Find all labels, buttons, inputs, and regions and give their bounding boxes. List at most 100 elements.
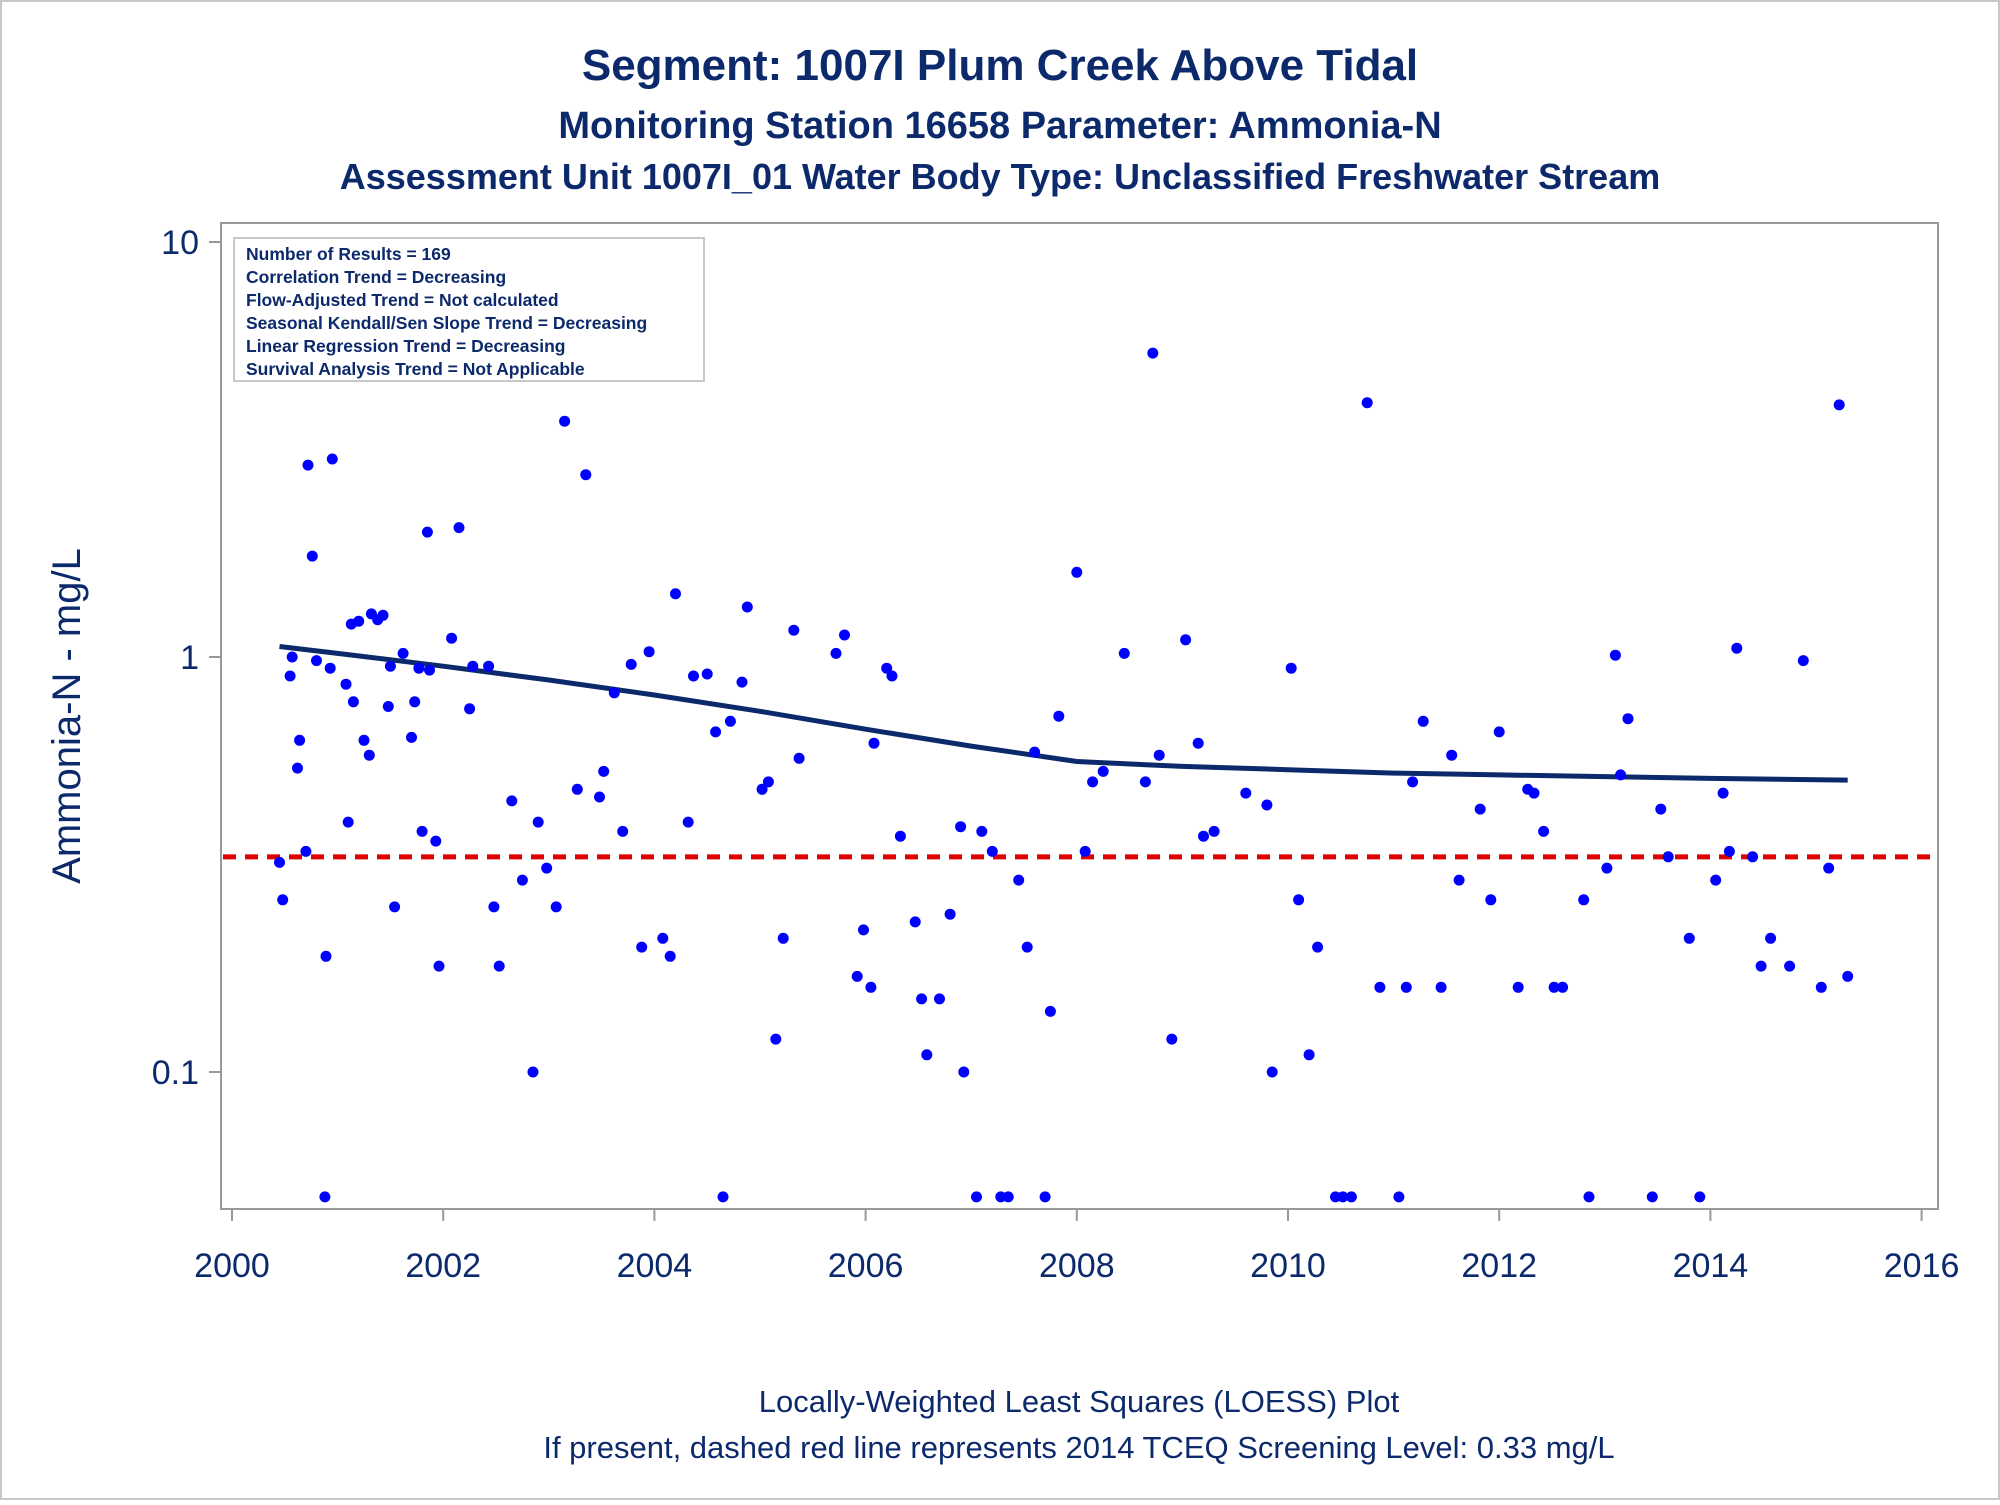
data-point [1079,845,1091,857]
data-point [858,924,869,936]
x-tick-label: 2004 [617,1247,693,1285]
data-point [1609,649,1621,661]
data-point [1208,825,1220,837]
data-point [1694,1191,1706,1203]
x-tick-label: 2000 [194,1247,270,1285]
data-point [886,670,898,682]
x-tick-label: 2006 [828,1247,904,1285]
data-point [1293,894,1305,906]
data-point [1021,941,1033,953]
data-point [1029,746,1041,758]
data-point [756,783,768,795]
x-axis: 2000 2002 2004 2006 2008 2010 2012 2014 2016 [194,1209,1959,1285]
data-point [300,845,312,857]
data-point [580,469,592,481]
data-point [483,660,495,672]
data-point [1393,1191,1405,1203]
data-point [1071,566,1083,578]
data-point [320,950,332,962]
chart-subtitle-2: Assessment Unit 1007I_01 Water Body Type… [340,156,1661,197]
data-point [1747,851,1759,863]
data-point [1528,787,1540,799]
data-point [934,993,945,1005]
data-point [1512,981,1524,993]
data-point [636,941,648,953]
data-point [688,670,699,682]
data-point [1312,941,1324,953]
data-point [1815,981,1827,993]
data-point [1053,710,1065,722]
data-point [724,715,736,727]
data-point [424,664,435,676]
data-point [1683,932,1695,944]
data-point [559,415,571,427]
data-point [409,696,421,708]
data-point [1266,1066,1278,1078]
data-point [851,970,863,982]
data-point [342,816,354,828]
data-point [1087,776,1099,788]
data-point [430,835,442,847]
data-point [643,646,655,658]
footnote-loess: Locally-Weighted Least Squares (LOESS) P… [759,1384,1400,1419]
data-point [1337,1191,1349,1203]
stat-seasonal-kendall-trend: Seasonal Kendall/Sen Slope Trend = Decre… [246,313,647,333]
data-point [347,696,359,708]
chart-subtitle: Monitoring Station 16658 Parameter: Ammo… [558,105,1441,147]
loess-curve [279,644,1848,783]
data-point [788,624,800,636]
footnote-screening-level: If present, dashed red line represents 2… [543,1430,1614,1465]
data-point [397,647,409,659]
data-point [1538,825,1550,837]
data-point [944,908,956,920]
data-point [1147,347,1159,359]
data-point [493,960,505,972]
data-point [736,676,748,688]
x-tick-label: 2002 [405,1247,481,1285]
data-point [1002,1191,1014,1203]
data-point [1662,851,1674,863]
data-point [594,791,605,803]
data-point [1285,662,1297,674]
data-point [682,816,694,828]
data-point [777,932,789,944]
stat-correlation-trend: Correlation Trend = Decreasing [246,267,506,287]
data-point [416,825,428,837]
data-point [340,678,352,690]
data-point [1493,726,1505,738]
data-point [527,1066,539,1078]
data-point [1180,634,1192,646]
data-point [1655,803,1667,815]
x-tick-label: 2008 [1039,1247,1115,1285]
data-point [319,1191,331,1203]
data-point [384,660,396,672]
plot-content [223,267,1936,1203]
data-point [311,655,322,667]
data-point [1303,1049,1315,1061]
data-point [921,1049,933,1061]
data-point [1345,1191,1357,1203]
data-point [464,703,476,715]
data-point [274,856,285,868]
data-point [306,550,318,562]
data-point [302,459,314,471]
data-point [358,734,370,746]
data-point [1013,874,1025,886]
data-point [326,453,338,465]
data-point [1097,765,1109,777]
data-point [1400,981,1412,993]
data-point [657,932,669,944]
data-point [1723,845,1735,857]
data-point [625,658,637,670]
data-point [1139,776,1151,788]
y-axis: 0.1 1 10 [152,224,221,1092]
data-point [292,762,303,774]
data-point [294,734,306,746]
x-tick-label: 2016 [1884,1247,1960,1285]
stat-survival-analysis-trend: Survival Analysis Trend = Not Applicable [246,359,585,379]
data-point [955,821,967,833]
data-point [1417,715,1429,727]
x-tick-label: 2010 [1250,1247,1326,1285]
